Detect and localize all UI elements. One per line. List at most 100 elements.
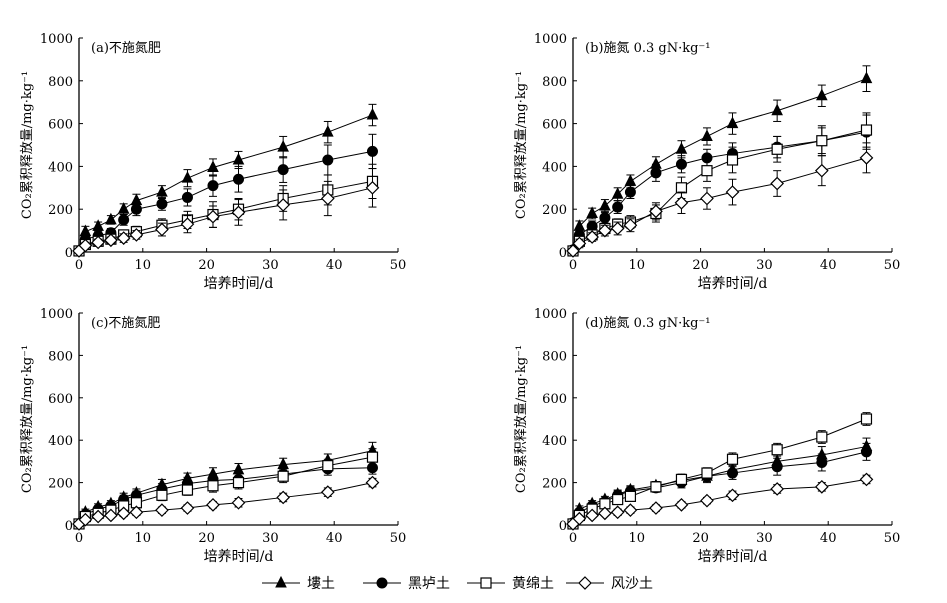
series-3	[566, 472, 874, 531]
data-point	[155, 503, 169, 518]
data-point	[771, 143, 783, 155]
x-tick-label: 50	[390, 258, 407, 273]
legend: 塿土 黑垆土 黄绵土 风沙土	[262, 575, 653, 592]
x-tick-label: 0	[75, 531, 83, 546]
series-2	[73, 448, 379, 530]
data-point	[598, 223, 612, 238]
data-point	[181, 191, 193, 203]
data-point	[859, 472, 874, 487]
data-point	[207, 480, 219, 492]
x-tick-label: 0	[75, 258, 83, 273]
legend-marker	[480, 577, 492, 589]
data-point	[129, 505, 144, 520]
y-tick-label: 1000	[534, 32, 567, 47]
data-point	[573, 219, 586, 231]
y-tick-label: 800	[48, 75, 73, 90]
data-point	[700, 493, 714, 508]
data-point	[78, 238, 93, 253]
panel-title: (b)施氮 0.3 gN·kg⁻¹	[585, 41, 711, 56]
data-point	[320, 485, 335, 499]
data-point	[859, 150, 874, 165]
data-point	[572, 511, 587, 526]
x-tick-label: 40	[820, 258, 837, 273]
data-point	[78, 512, 93, 527]
x-tick-label: 20	[198, 531, 215, 546]
data-point	[365, 475, 380, 490]
data-point	[599, 212, 611, 224]
data-point	[206, 209, 220, 224]
data-point	[816, 431, 828, 443]
x-tick-label: 50	[884, 258, 901, 273]
y-tick-label: 600	[48, 392, 73, 407]
data-point	[232, 152, 245, 165]
panel-title: (d)施氮 0.3 gN·kg⁻¹	[585, 316, 711, 331]
data-point	[156, 489, 168, 501]
data-point	[231, 495, 246, 510]
data-point	[116, 506, 131, 521]
data-point	[650, 167, 662, 179]
series-0	[73, 103, 379, 256]
x-axis-label: 培养时间/d	[698, 276, 768, 292]
data-point	[117, 202, 130, 214]
data-point	[156, 184, 168, 197]
data-point	[585, 230, 599, 244]
data-point	[181, 171, 194, 183]
data-point	[675, 182, 688, 194]
y-tick-label: 400	[542, 160, 567, 175]
series-3	[566, 142, 874, 258]
series-3	[72, 168, 380, 258]
data-point	[701, 165, 713, 177]
y-tick-label: 400	[48, 160, 73, 175]
data-point	[649, 204, 663, 219]
x-tick-label: 10	[629, 531, 646, 546]
data-point	[277, 164, 289, 176]
data-point	[92, 219, 104, 231]
data-point	[104, 233, 118, 248]
x-tick-label: 30	[262, 258, 279, 273]
x-tick-label: 0	[569, 531, 577, 546]
x-tick-label: 30	[756, 258, 773, 273]
x-tick-label: 20	[692, 531, 709, 546]
data-point	[675, 142, 688, 154]
x-axis-label: 培养时间/d	[204, 549, 274, 565]
x-tick-label: 30	[756, 531, 773, 546]
data-point	[232, 462, 245, 475]
series-3	[72, 475, 380, 531]
legend-marker	[578, 576, 592, 590]
data-point	[726, 453, 739, 465]
data-point	[320, 191, 335, 206]
data-point	[207, 180, 219, 192]
legend-marker	[376, 577, 388, 589]
data-point	[566, 244, 580, 258]
y-tick-label: 200	[542, 203, 567, 218]
data-point	[118, 214, 130, 226]
y-tick-label: 600	[542, 392, 567, 407]
chart-panel-3: 0 200 400 600 800 1000 0 10 20 30 40 50 培养时间/d CO₂累积释…	[514, 307, 900, 565]
legend-marker	[275, 575, 287, 588]
chart-panel-2: 0 200 400 600 800 1000 0 10 20 30 40 50 培养时间/d CO₂累积释…	[20, 307, 406, 565]
data-point	[814, 163, 829, 178]
data-point	[206, 498, 220, 512]
data-point	[181, 484, 194, 496]
data-point	[365, 180, 380, 195]
data-point	[277, 140, 289, 152]
data-point	[231, 205, 246, 220]
data-point	[771, 444, 783, 456]
data-point	[322, 125, 334, 137]
x-tick-label: 0	[569, 258, 577, 273]
data-point	[611, 187, 624, 199]
data-point	[207, 160, 219, 172]
y-axis-label: CO₂累积释放量/mg·kg⁻¹	[514, 345, 529, 493]
y-tick-label: 600	[542, 118, 567, 133]
y-tick-label: 0	[65, 519, 73, 534]
y-axis-label: CO₂累积释放量/mg·kg⁻¹	[514, 71, 529, 219]
data-point	[276, 490, 291, 505]
data-point	[860, 71, 873, 84]
legend-label: 黑垆土	[408, 576, 450, 592]
data-point	[701, 129, 713, 141]
data-point	[624, 186, 636, 198]
x-tick-label: 10	[135, 531, 152, 546]
data-point	[725, 488, 740, 503]
data-point	[180, 501, 195, 515]
data-point	[701, 467, 713, 479]
